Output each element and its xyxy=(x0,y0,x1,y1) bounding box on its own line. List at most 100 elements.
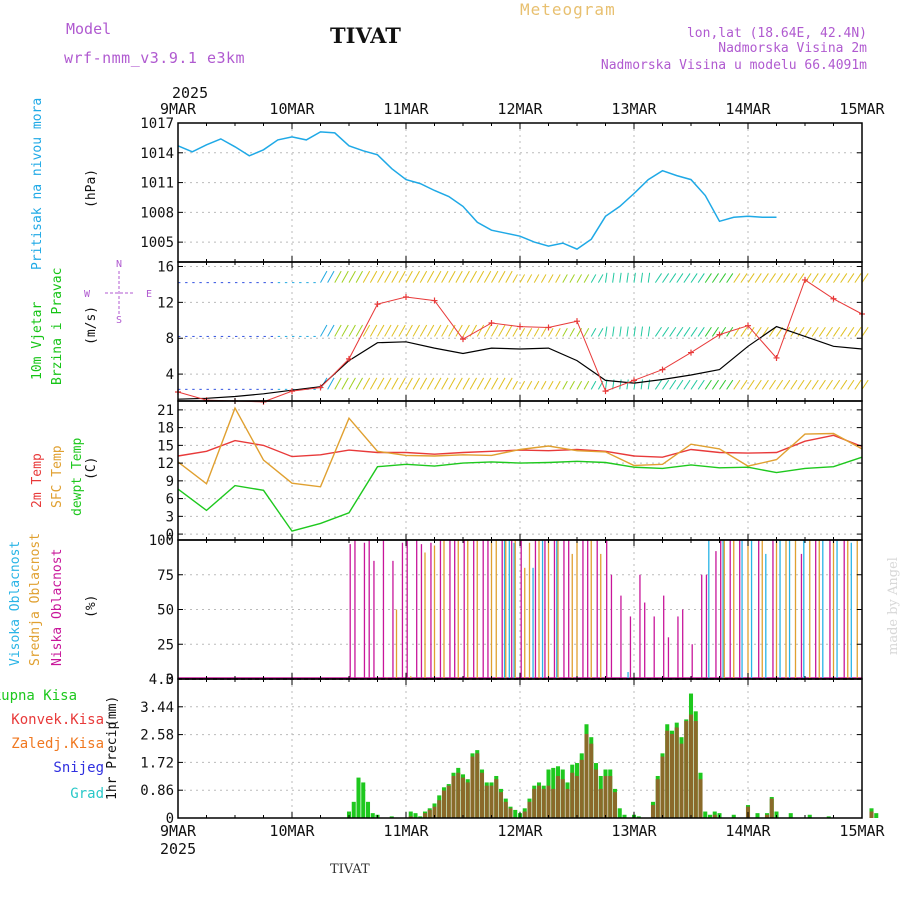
wind-arrow-row-mid xyxy=(711,326,719,337)
precip-convective-bar xyxy=(693,721,698,818)
wind-arrow-row-low xyxy=(797,379,805,390)
wind-arrow-row-low xyxy=(669,379,677,390)
wind-arrow-row-high xyxy=(754,273,762,283)
wind-arrow-row-low xyxy=(576,380,583,390)
precip-total-bar xyxy=(365,801,371,818)
wind-arrow-row-low xyxy=(398,377,406,390)
precip-convective-bar xyxy=(570,772,575,818)
wind-gust-marker xyxy=(517,323,523,330)
y-tick-label: 12 xyxy=(157,295,174,311)
y-tick-label: 75 xyxy=(157,568,174,584)
wind-arrow-row-mid xyxy=(462,324,470,337)
precip-total-bar xyxy=(874,813,879,818)
y-tick-label: 18 xyxy=(157,421,174,437)
wind-arrow-row-high xyxy=(555,274,561,283)
precip-total-bar xyxy=(703,811,708,818)
wind-arrow-row-mid xyxy=(833,326,841,337)
y-tick-label: 3.44 xyxy=(140,700,174,716)
wind-arrow-row-high xyxy=(776,273,784,283)
wind-arrow-row-low xyxy=(825,379,833,390)
wind-arrow-row-high xyxy=(362,270,371,283)
wind-arrow-row-low xyxy=(783,379,791,390)
precip-convective-bar xyxy=(574,775,580,818)
wind-arrow-row-mid xyxy=(405,324,413,337)
wind-arrow-row-high xyxy=(783,273,791,283)
x-tick-label-top: 9MAR xyxy=(160,100,197,118)
y-tick-label: 1.72 xyxy=(140,755,174,771)
wind-arrow-row-mid xyxy=(825,326,833,337)
precip-total-bar xyxy=(622,814,627,818)
wind-arrow-row-low xyxy=(754,379,762,390)
wind-arrow-row-mid xyxy=(412,324,420,337)
wind-arrow-row-low xyxy=(690,379,698,390)
wind-arrow-row-low xyxy=(369,377,378,390)
wind-arrow-row-low xyxy=(362,377,371,390)
wind-arrow-row-high xyxy=(790,273,798,283)
y-tick-label: 0 xyxy=(166,527,174,543)
wind-arrow-row-mid xyxy=(348,324,356,337)
x-tick-label-bottom: 9MAR xyxy=(160,822,197,840)
precip-convective-bar xyxy=(475,753,480,818)
wind-arrow-row-high xyxy=(804,273,812,283)
wind-arrow-row-low xyxy=(768,379,776,390)
wind-arrow-row-low xyxy=(726,379,734,390)
wind-gust-marker xyxy=(773,354,780,361)
wind-arrow-row-high xyxy=(412,270,420,283)
wind-arrow-row-high xyxy=(569,274,575,283)
y-tick-label: 6 xyxy=(166,492,174,508)
x-tick-label-top: 15MAR xyxy=(839,100,885,118)
precip-total-bar xyxy=(413,813,418,818)
x-tick-label-top: 14MAR xyxy=(725,100,771,118)
wind-arrow-row-low xyxy=(462,377,470,390)
wind-arrow-row-low xyxy=(740,379,748,390)
compass-label: S xyxy=(116,315,122,326)
wind-arrow-row-mid xyxy=(505,324,513,337)
precip-convective-bar xyxy=(522,811,527,818)
y-tick-label: 0 xyxy=(166,811,174,827)
precip-convective-bar xyxy=(451,775,456,818)
wind-arrow-row-low xyxy=(448,377,456,390)
precip-convective-bar xyxy=(712,814,717,818)
wind-arrow-row-high xyxy=(797,273,805,283)
wind-arrow-row-high xyxy=(348,270,356,283)
wind-arrow-row-low xyxy=(861,379,869,390)
precip-convective-bar xyxy=(603,775,608,818)
wind-arrow-row-high xyxy=(847,273,855,283)
precip-convective-bar xyxy=(688,714,694,818)
wind-gust-marker xyxy=(688,349,694,356)
x-tick-label-bottom: 15MAR xyxy=(839,822,885,840)
wind-arrow-row-high xyxy=(704,273,712,283)
wind-arrow-row-low xyxy=(605,379,608,390)
wind-arrow-row-mid xyxy=(590,327,597,337)
precip-total-bar xyxy=(617,808,622,818)
wind-arrow-row-low xyxy=(519,380,526,390)
station-title: TIVAT xyxy=(330,23,401,48)
wind-arrow-row-mid xyxy=(391,324,399,337)
precip-total-bar xyxy=(370,813,375,818)
wind-arrow-row-high xyxy=(533,274,540,283)
wind-arrow-row-low xyxy=(327,377,335,390)
wind-arrow-row-high xyxy=(683,273,691,283)
wind-arrow-row-mid xyxy=(562,327,568,337)
wind-arrow-row-high xyxy=(647,272,651,283)
wind-arrow-row-mid xyxy=(540,327,547,337)
wind-arrow-row-low xyxy=(676,379,684,390)
wind-arrow-row-low xyxy=(412,377,420,390)
wind-gust-marker xyxy=(431,297,438,304)
wind-arrow-row-high xyxy=(334,270,342,283)
wind-arrow-row-high xyxy=(583,274,590,283)
wind-arrow-row-mid xyxy=(640,326,644,337)
wind-arrow-row-low xyxy=(512,380,518,390)
wind-arrow-row-high xyxy=(576,274,583,283)
wind-arrow-row-high xyxy=(590,274,597,283)
wind-arrow-row-low xyxy=(711,379,719,390)
precip-convective-bar xyxy=(584,733,589,818)
precip-convective-bar xyxy=(669,733,675,818)
precip-convective-bar xyxy=(869,811,874,818)
wind-arrow-row-low xyxy=(811,379,819,390)
wind-arrow-row-mid xyxy=(697,326,705,337)
y-tick-label: 3 xyxy=(166,509,174,525)
wind-arrow-row-low xyxy=(854,379,862,390)
precip-convective-bar xyxy=(769,798,774,818)
wind-arrow-row-low xyxy=(391,377,399,390)
